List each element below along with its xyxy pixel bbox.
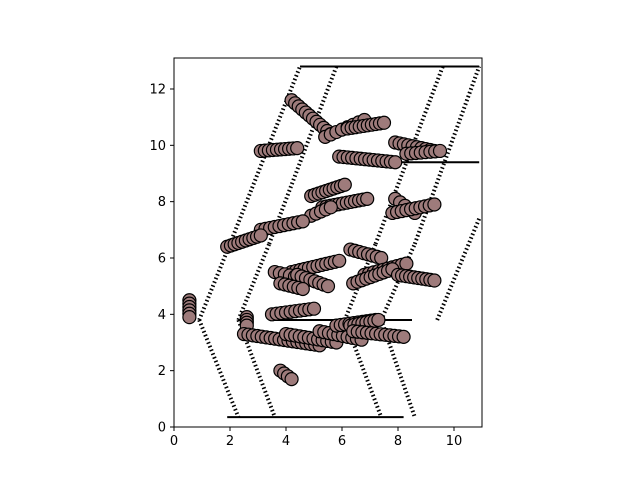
- atom-point: [323, 200, 338, 215]
- y-tick-label: 2: [158, 364, 166, 379]
- atom-point: [253, 228, 268, 243]
- y-tick-label: 6: [158, 251, 166, 266]
- y-axis-ticks: 0 2 4 6 8 10 12: [149, 82, 174, 436]
- atom-point: [427, 273, 442, 288]
- atom-point: [295, 214, 310, 229]
- atom-point: [376, 115, 392, 130]
- atom-point: [295, 281, 310, 297]
- atom-point: [284, 372, 299, 387]
- atom-point: [427, 197, 442, 212]
- atom-markers: [182, 93, 448, 387]
- y-tick-label: 8: [158, 195, 166, 210]
- atom-point: [306, 301, 322, 316]
- x-tick-label: 6: [338, 434, 346, 449]
- cell-edge-13: [236, 243, 272, 321]
- x-axis-ticks: 0 2 4 6 8 10: [170, 427, 462, 449]
- cell-edge-4: [197, 319, 241, 418]
- y-tick-label: 0: [158, 421, 166, 436]
- x-tick-label: 0: [170, 434, 178, 449]
- atom-point: [320, 279, 336, 294]
- x-tick-label: 2: [226, 434, 234, 449]
- cell-edge-12: [197, 243, 232, 321]
- atom-point: [337, 177, 352, 192]
- y-tick-label: 4: [158, 308, 166, 323]
- atom-point: [332, 253, 347, 268]
- x-tick-label: 10: [446, 434, 463, 449]
- axes-frame: [173, 57, 483, 428]
- atom-point: [360, 191, 375, 206]
- atom-point: [182, 310, 197, 325]
- cell-edge-11: [412, 65, 482, 245]
- y-tick-label: 12: [149, 82, 166, 97]
- x-tick-label: 8: [394, 434, 402, 449]
- y-tick-label: 10: [149, 139, 166, 154]
- atom-point: [388, 155, 403, 170]
- atom-point: [432, 143, 448, 159]
- atom-point: [290, 141, 305, 156]
- atom-point: [396, 329, 411, 344]
- atom-point: [399, 256, 414, 271]
- cell-edge-15: [379, 243, 417, 321]
- atom-point: [371, 312, 386, 328]
- x-tick-label: 4: [282, 434, 290, 449]
